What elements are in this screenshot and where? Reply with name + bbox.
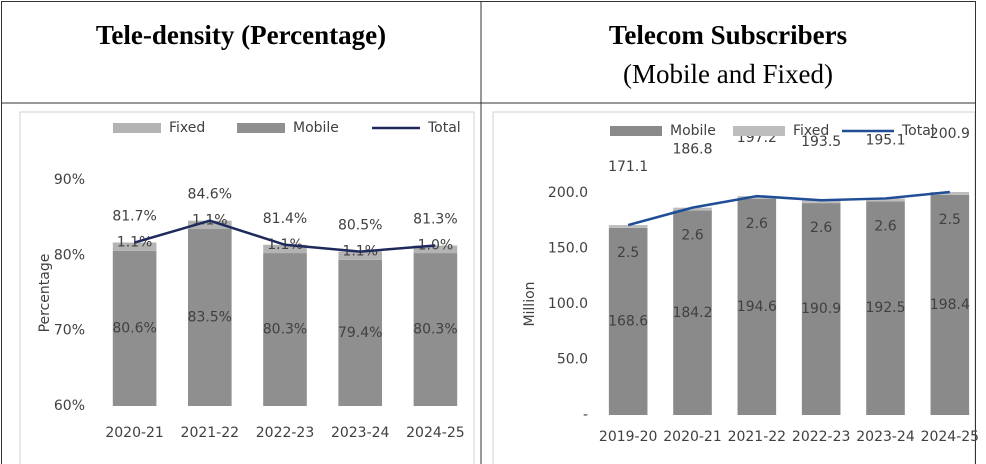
data-label: 2.6 <box>874 218 896 234</box>
data-label: 79.4% <box>338 325 382 341</box>
bar-segment <box>112 250 157 406</box>
legend-label: Total <box>901 123 935 139</box>
legend-swatch <box>237 123 285 133</box>
bar-segment <box>866 198 905 202</box>
data-label: 186.8 <box>672 142 712 158</box>
data-label: 190.9 <box>801 301 841 317</box>
data-label: 80.3% <box>413 322 457 338</box>
data-label: 184.2 <box>672 305 712 321</box>
bar-segment <box>413 253 458 406</box>
legend-label: Mobile <box>293 120 339 136</box>
header-title: Tele-density (Percentage) <box>96 20 386 50</box>
bar-segment <box>737 198 777 415</box>
bar-segment <box>673 210 712 415</box>
data-label: 80.3% <box>263 322 307 338</box>
y-tick-label: 70% <box>54 323 85 339</box>
x-tick-label: 2024-25 <box>406 425 465 441</box>
data-label: 80.5% <box>338 218 382 234</box>
x-tick-label: 2020-21 <box>105 425 164 441</box>
data-label: 194.6 <box>737 299 777 315</box>
header-subtitle: (Mobile and Fixed) <box>623 59 833 89</box>
header-title: Telecom Subscribers <box>609 20 847 50</box>
x-tick-label: 2019-20 <box>599 429 658 445</box>
data-label: 84.6% <box>188 187 232 203</box>
total-line <box>627 190 950 227</box>
bar-segment <box>187 228 232 406</box>
bar-segment <box>263 253 307 406</box>
legend-swatch <box>113 123 161 133</box>
chart-frame <box>19 111 475 464</box>
legend-label: Total <box>427 120 461 136</box>
x-tick-label: 2023-24 <box>856 429 915 445</box>
bar-segment <box>338 251 383 260</box>
bar-segment <box>737 196 777 199</box>
y-tick-label: 60% <box>54 398 85 414</box>
x-tick-label: 2022-23 <box>792 429 851 445</box>
data-label: 192.5 <box>865 300 905 316</box>
data-label: 198.4 <box>930 297 970 313</box>
data-label: 200.9 <box>930 126 970 142</box>
y-axis-label: Million <box>522 281 538 326</box>
y-axis-label: Percentage <box>37 254 53 333</box>
y-tick-label: 100.0 <box>548 296 588 312</box>
data-label: 2.6 <box>810 220 832 236</box>
data-label: 195.1 <box>865 132 905 148</box>
bar-segment <box>801 203 841 415</box>
x-tick-label: 2022-23 <box>256 425 315 441</box>
data-label: 81.7% <box>112 209 156 225</box>
y-tick-label: - <box>583 407 588 423</box>
total-line <box>134 219 436 253</box>
bar-segment <box>801 200 841 204</box>
data-label: 80.6% <box>112 320 156 336</box>
legend-label: Fixed <box>169 120 205 136</box>
data-label: 168.6 <box>608 313 648 329</box>
bar-segment <box>187 220 232 229</box>
bar-segment <box>930 192 970 195</box>
x-tick-label: 2020-21 <box>663 429 722 445</box>
y-tick-label: 200.0 <box>548 185 588 201</box>
bar-segment <box>930 194 970 415</box>
x-tick-label: 2024-25 <box>921 429 980 445</box>
y-tick-label: 150.0 <box>548 241 588 257</box>
bar-segment <box>608 225 648 228</box>
legend-swatch <box>733 126 785 136</box>
x-tick-label: 2021-22 <box>181 425 240 441</box>
bar-segment <box>673 207 712 211</box>
bar-segment <box>413 245 458 254</box>
y-tick-label: 90% <box>54 172 85 188</box>
data-label: 2.6 <box>746 216 768 232</box>
data-label: 2.6 <box>681 228 703 244</box>
bar-segment <box>338 259 383 406</box>
data-label: 2.5 <box>939 212 961 228</box>
bar-segment <box>608 227 648 415</box>
legend-label: Fixed <box>793 123 829 139</box>
x-tick-label: 2023-24 <box>331 425 390 441</box>
data-label: 83.5% <box>188 309 232 325</box>
x-tick-label: 2021-22 <box>728 429 787 445</box>
data-label: 81.4% <box>263 211 307 227</box>
data-label: 81.3% <box>413 212 457 228</box>
y-tick-label: 50.0 <box>557 352 588 368</box>
data-label: 193.5 <box>801 134 841 150</box>
legend-label: Mobile <box>670 123 716 139</box>
data-label: 2.5 <box>617 245 639 261</box>
y-tick-label: 80% <box>54 247 85 263</box>
legend-swatch <box>610 126 662 136</box>
bar-segment <box>112 242 157 251</box>
bar-segment <box>263 244 307 254</box>
bar-segment <box>866 201 905 415</box>
data-label: 171.1 <box>608 159 648 175</box>
